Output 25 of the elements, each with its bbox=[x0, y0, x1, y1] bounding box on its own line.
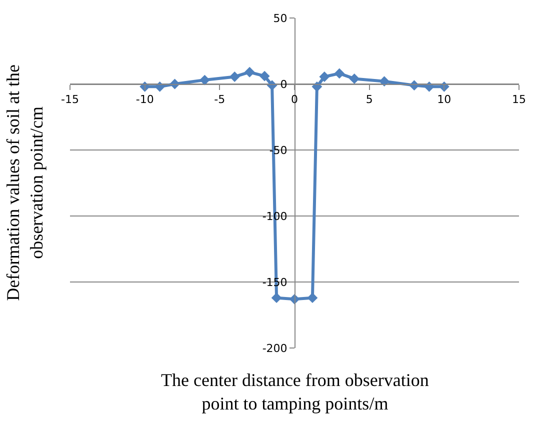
point bbox=[379, 76, 390, 87]
x-tick-label: -10 bbox=[136, 93, 154, 106]
point bbox=[259, 70, 270, 82]
point bbox=[200, 74, 210, 86]
point bbox=[244, 66, 255, 78]
point bbox=[229, 72, 240, 82]
y-tick-label: -200 bbox=[262, 342, 288, 355]
x-tick-label: 0 bbox=[291, 93, 298, 106]
point bbox=[312, 81, 322, 92]
point bbox=[154, 81, 165, 92]
x-tick-label: -15 bbox=[61, 93, 79, 106]
point bbox=[349, 74, 360, 84]
x-tick-label: 10 bbox=[437, 93, 452, 106]
point bbox=[307, 292, 318, 304]
x-tick-label: 15 bbox=[512, 93, 526, 106]
point bbox=[334, 68, 345, 79]
x-axis-title: The center distance from observation point to tamping points/m bbox=[161, 370, 429, 414]
point bbox=[424, 81, 434, 92]
y-tick-label: 50 bbox=[273, 12, 288, 25]
y-axis-title: Deformation values of soil at the observation point/cm bbox=[2, 64, 46, 301]
x-tick-label: 5 bbox=[366, 93, 373, 106]
point bbox=[319, 72, 330, 82]
x-tick-label: -5 bbox=[214, 93, 226, 106]
y-tick-label: 0 bbox=[280, 78, 288, 91]
point bbox=[271, 292, 282, 304]
